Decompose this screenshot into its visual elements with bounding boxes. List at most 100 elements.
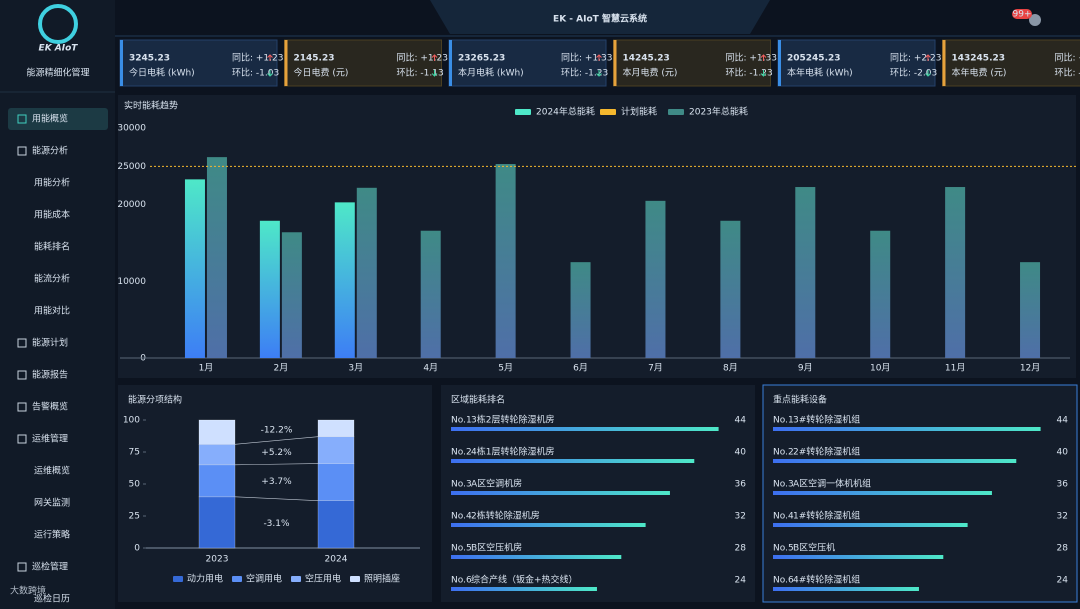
kpi-accent <box>942 40 946 86</box>
rank-name: 2#转轮除湿机组 <box>793 446 860 458</box>
value-label: 44 <box>1057 416 1069 426</box>
value-label: 36 <box>1057 480 1069 490</box>
stacked-segment <box>317 419 355 437</box>
kpi-value: 143245.23 <box>952 54 1006 64</box>
kpi-yoy: 同比: +1.23 <box>397 52 448 64</box>
active-item <box>8 108 108 130</box>
up-arrow <box>760 54 767 61</box>
kpi-accent <box>613 40 617 86</box>
x-tick-label: 10月 <box>870 363 890 374</box>
kpi-value: 205245.23 <box>787 54 841 64</box>
rank: No.4 <box>451 512 472 522</box>
up-arrow <box>267 54 273 61</box>
legend-label: 空压用电 <box>305 573 341 585</box>
rank-bar <box>773 523 968 527</box>
panel <box>118 385 432 602</box>
rank-name: 综合产线（钣金+热交线） <box>471 574 578 586</box>
rank-bar <box>773 555 944 559</box>
stacked-segment <box>317 500 355 549</box>
submenu-item: 运行策略 <box>34 529 70 541</box>
rank: No.1 <box>773 416 794 426</box>
kpi-label: 本年电费 (元) <box>952 67 1007 79</box>
connector <box>234 436 319 445</box>
y-tick-label: 50 <box>129 480 141 490</box>
legend-swatch <box>600 109 616 115</box>
header-title: EK - AIoT 智慧云系统 <box>553 13 647 25</box>
kpi-mom: 环比: -2.13 <box>1055 67 1080 79</box>
rank: No.5 <box>773 544 794 554</box>
bar <box>420 230 441 358</box>
value-label: 28 <box>735 544 747 554</box>
kpi-accent <box>284 40 288 86</box>
annotation: -12.2% <box>261 426 293 436</box>
legend-swatch <box>291 576 301 582</box>
chart-title: 区域能耗排名 <box>451 394 505 406</box>
menu-item: 告警概览 <box>32 401 68 413</box>
rank-name: 3栋2层转轮除湿机房 <box>471 414 554 426</box>
kpi-yoy: 同比: +1.23 <box>232 52 283 64</box>
rank-bar <box>451 427 719 431</box>
x-tick-label: 4月 <box>423 363 438 374</box>
kpi-card <box>284 39 442 87</box>
stacked-segment <box>317 463 355 501</box>
kpi-mom: 环比: -1.13 <box>397 67 444 79</box>
plan-label: 25000 <box>117 162 146 172</box>
legend-label: 2023年总能耗 <box>689 106 748 118</box>
rank-name: A区空调一体机机组 <box>793 478 871 490</box>
kpi-card <box>777 39 936 87</box>
connector <box>234 496 319 501</box>
chart-title: 能源分项结构 <box>128 394 182 406</box>
legend-label: 照明插座 <box>364 573 400 585</box>
rank-bar <box>451 555 622 559</box>
rank-name: B区空压机 <box>793 542 835 554</box>
menu-item: 巡检管理 <box>32 561 68 573</box>
rank-bar <box>451 459 695 463</box>
stacked-segment <box>198 464 236 498</box>
kpi-label: 本月电耗 (kWh) <box>458 67 524 79</box>
bar <box>1020 262 1041 358</box>
legend-label: 动力用电 <box>187 573 223 585</box>
rank: No.5 <box>451 544 472 554</box>
y-tick-label: 10000 <box>117 277 146 287</box>
kpi-accent <box>778 40 781 86</box>
bar <box>206 157 227 358</box>
watermark: 大数跨境 <box>10 585 46 597</box>
bar <box>184 179 205 358</box>
rank-bar <box>773 427 1041 431</box>
annotation: +3.7% <box>261 477 292 487</box>
down-arrow <box>925 70 931 77</box>
y-tick-label: 0 <box>134 544 140 554</box>
rank-bar <box>773 459 1017 463</box>
kpi-yoy: 同比: +1.33 <box>726 52 777 64</box>
value-label: 40 <box>1057 448 1069 458</box>
value-label: 36 <box>735 480 747 490</box>
rank-name: 1#转轮除湿机组 <box>793 510 860 522</box>
x-tick-label: 3月 <box>348 363 363 374</box>
rank-name: B区空压机房 <box>471 542 522 554</box>
bar <box>334 202 355 358</box>
chart-title: 重点能耗设备 <box>773 394 827 406</box>
bar <box>720 220 741 358</box>
rank: No.4 <box>773 512 794 522</box>
bar <box>570 262 591 358</box>
menu-icon <box>17 114 27 124</box>
up-arrow <box>925 54 931 61</box>
value-label: 32 <box>1057 512 1068 522</box>
kpi-label: 本年电耗 (kWh) <box>787 67 853 79</box>
x-tick-label: 7月 <box>648 363 663 374</box>
legend-label: 计划能耗 <box>621 106 657 118</box>
kpi-value: 23265.23 <box>458 54 505 64</box>
down-arrow <box>267 70 273 77</box>
rank: No.2 <box>451 448 472 458</box>
value-label: 24 <box>735 576 747 586</box>
bar <box>259 220 280 358</box>
sidebar <box>0 0 115 609</box>
kpi-label: 今日电耗 (kWh) <box>129 67 195 79</box>
bar <box>645 200 666 358</box>
submenu-item: 能耗排名 <box>34 241 70 253</box>
menu-item: 能源分析 <box>32 145 68 157</box>
connector <box>234 463 319 466</box>
bar <box>945 187 966 358</box>
